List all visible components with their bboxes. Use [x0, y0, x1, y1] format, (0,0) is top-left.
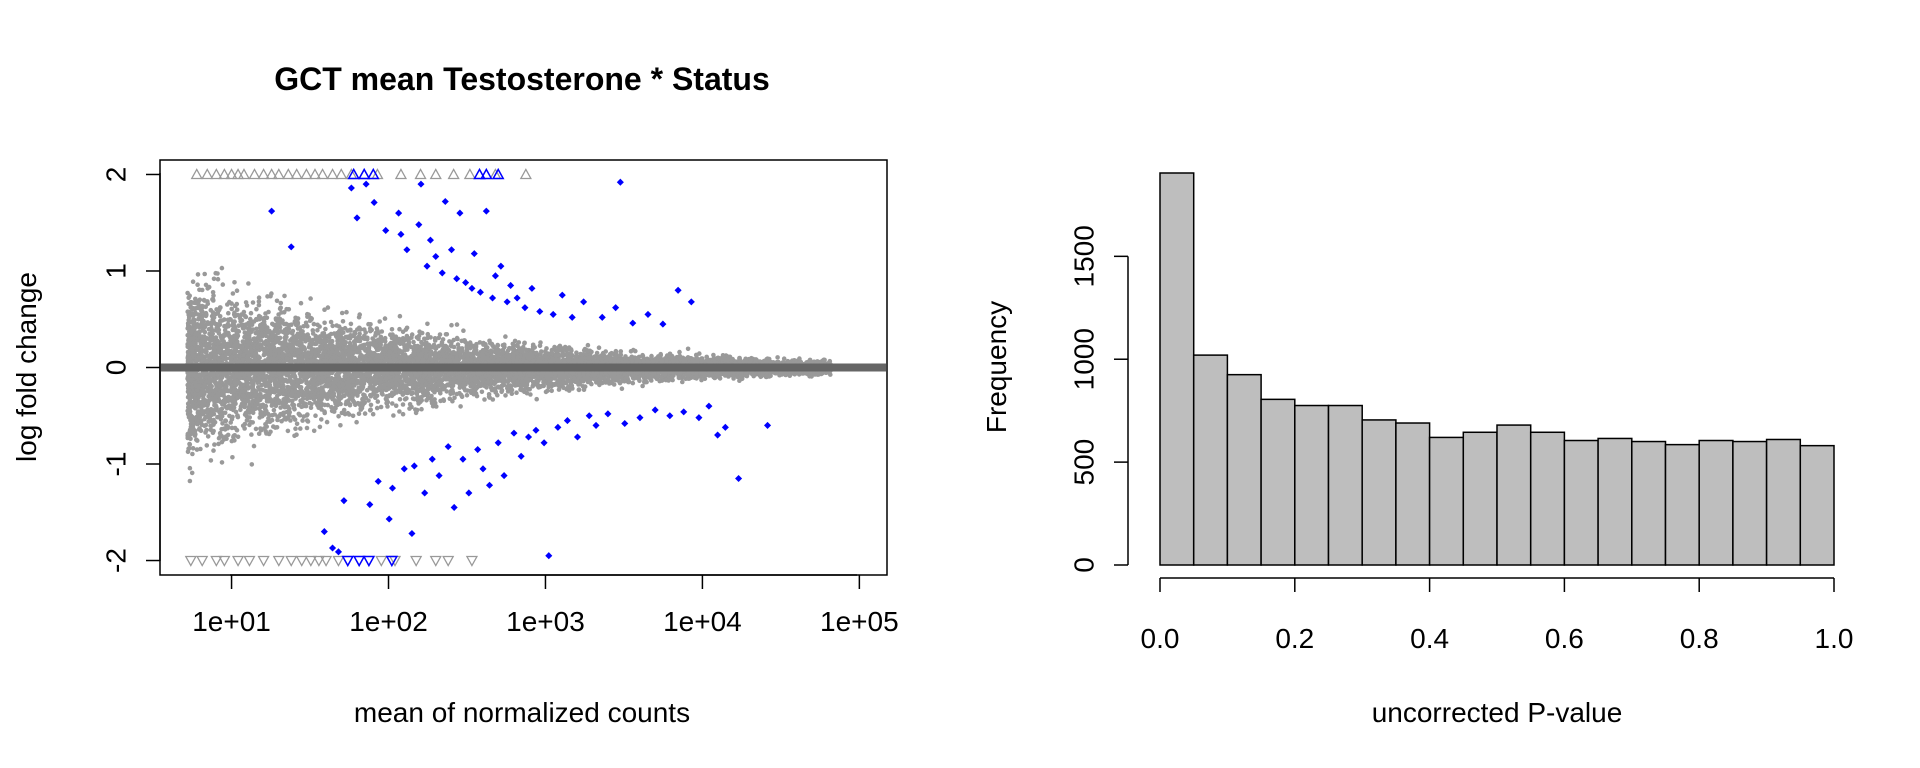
ma-point: [382, 316, 388, 321]
ma-point: [549, 388, 554, 394]
ma-point: [370, 411, 376, 417]
ma-point: [209, 423, 214, 429]
ma-point: [375, 399, 381, 404]
ma-point: [228, 420, 233, 425]
ma-point: [253, 426, 259, 432]
ma-point: [348, 321, 354, 327]
ma-point: [219, 460, 225, 465]
ma-point: [256, 302, 262, 308]
ma-point: [217, 430, 223, 436]
ma-point: [507, 345, 512, 351]
ma-point: [400, 411, 406, 417]
ma-point: [503, 393, 508, 398]
ma-point: [230, 291, 236, 296]
ma-point: [315, 328, 320, 333]
ma-plot-title: GCT mean Testosterone * Status: [274, 61, 770, 97]
ma-point: [256, 299, 262, 304]
ma-point: [630, 380, 636, 386]
ma-point: [235, 413, 240, 418]
ma-point: [267, 419, 273, 425]
ma-point: [328, 319, 334, 325]
ma-point: [677, 349, 682, 355]
ma-point: [322, 320, 327, 326]
ma-point: [479, 389, 485, 395]
ma-point: [455, 342, 461, 347]
ma-point: [404, 396, 409, 401]
ma-point: [324, 419, 330, 425]
ma-point: [403, 327, 409, 332]
ma-point: [219, 426, 224, 432]
ma-point: [254, 306, 259, 312]
ma-point: [367, 351, 372, 356]
ma-point: [449, 322, 454, 328]
ma-point: [306, 312, 312, 318]
ma-point: [188, 436, 193, 442]
ma-point: [195, 272, 201, 277]
ma-point: [215, 276, 221, 282]
ma-point: [298, 300, 304, 306]
ma-point: [377, 319, 383, 324]
ma-point: [499, 387, 505, 393]
ma-point: [367, 408, 373, 413]
ma-point: [185, 309, 190, 315]
ma-point: [268, 429, 273, 435]
ma-point: [704, 354, 709, 360]
ma-point: [319, 417, 324, 422]
ma-point: [317, 424, 323, 430]
ma-nonsignificant-point-cloud: [185, 265, 834, 484]
ma-point: [393, 403, 399, 409]
ma-point: [195, 282, 200, 288]
ma-point: [397, 397, 403, 402]
ma-point: [574, 350, 579, 356]
ma-point: [205, 434, 211, 439]
ma-point: [464, 393, 470, 398]
ma-point: [311, 428, 317, 434]
ma-point: [189, 470, 195, 476]
ma-point: [232, 280, 237, 285]
ma-point: [186, 314, 192, 320]
ma-point: [458, 404, 463, 409]
ma-point: [397, 326, 402, 332]
ma-point: [206, 419, 211, 424]
ma-point: [249, 432, 254, 437]
ma-point: [188, 305, 194, 311]
ma-point: [220, 282, 226, 287]
ma-point: [379, 329, 385, 334]
ma-point: [244, 418, 250, 423]
ma-point: [581, 387, 587, 393]
ma-point: [246, 281, 251, 286]
ma-point: [234, 288, 240, 294]
ma-point: [514, 390, 519, 396]
ma-point: [362, 411, 368, 416]
ma-point: [196, 427, 202, 432]
ma-point: [234, 307, 240, 313]
ma-point: [339, 310, 345, 316]
ma-point: [697, 351, 702, 356]
ma-point: [378, 404, 384, 410]
ma-point: [368, 402, 374, 408]
ma-point: [356, 411, 362, 417]
ma-point: [490, 397, 496, 402]
ma-plot-area: [161, 167, 886, 568]
ma-point: [274, 298, 280, 304]
ma-point: [640, 383, 645, 389]
ma-point: [211, 293, 216, 298]
ma-point: [374, 405, 380, 411]
ma-point: [503, 334, 508, 339]
ma-point: [409, 332, 415, 337]
ma-point: [248, 419, 253, 425]
ma-point: [699, 377, 704, 383]
ma-point: [293, 426, 298, 432]
ma-point: [585, 342, 591, 348]
